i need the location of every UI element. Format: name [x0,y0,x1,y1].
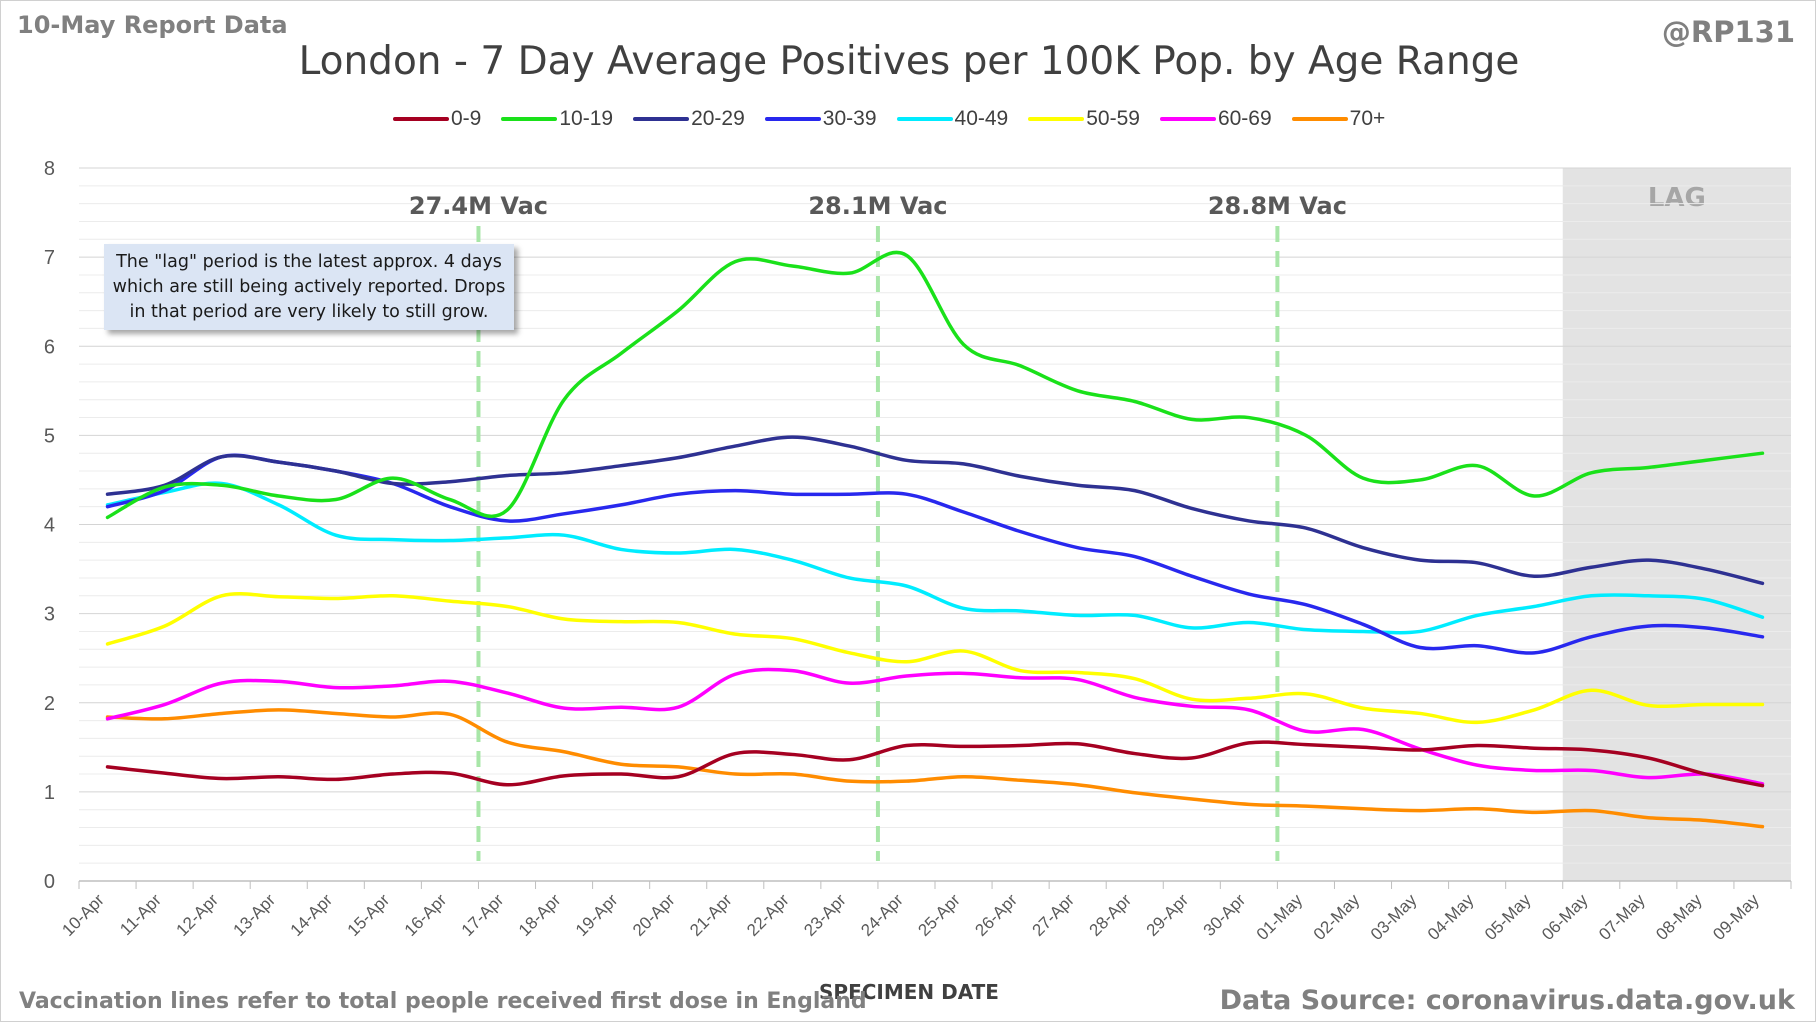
legend-swatch [501,117,558,121]
report-date-label: 10-May Report Data [17,11,288,39]
x-tick-label: 19-Apr [572,890,622,940]
legend-label: 10-19 [559,107,614,130]
x-tick-label: 21-Apr [686,890,736,940]
vaccination-label: 28.1M Vac [808,192,947,220]
series-line-60-69 [105,667,1765,786]
y-tick-label: 2 [44,693,55,715]
legend-swatch [1028,117,1085,121]
series-line-30-39 [105,453,1765,655]
legend-swatch [633,117,690,121]
legend-label: 50-59 [1086,107,1140,130]
legend-label: 20-29 [691,107,745,130]
vaccination-label: 28.8M Vac [1208,192,1347,220]
x-tick-label: 10-Apr [58,890,108,940]
x-tick-label: 17-Apr [458,890,508,940]
series-line-40-49 [105,481,1765,635]
legend-label: 0-9 [451,107,482,130]
legend-item: 10-19 [501,107,613,131]
series-line-0-9 [105,740,1765,788]
legend-swatch [764,117,821,121]
legend-swatch [896,117,953,121]
legend-item: 30-39 [764,107,877,131]
x-tick-label: 15-Apr [344,890,394,940]
chart-title: London - 7 Day Average Positives per 100… [298,39,1520,84]
series-line-10-19 [105,250,1765,520]
x-tick-label: 08-May [1652,890,1706,944]
y-tick-label: 0 [44,871,55,893]
x-tick-label: 20-Apr [629,890,679,940]
legend-swatch [393,117,449,121]
x-tick-label: 23-Apr [800,890,850,940]
chart-legend: 0-9 10-19 20-29 30-39 40-49 50-59 60-69 70+ [393,107,1405,131]
x-tick-label: 09-May [1709,890,1763,944]
y-tick-label: 4 [44,515,55,537]
x-tick-label: 06-May [1538,890,1592,944]
x-tick-label: 03-May [1367,890,1421,944]
x-tick-label: 02-May [1310,890,1364,944]
vaccination-label: 27.4M Vac [409,192,548,220]
legend-label: 60-69 [1217,107,1272,130]
x-tick-label: 01-May [1253,890,1307,944]
x-tick-label: 18-Apr [515,890,565,940]
legend-item: 50-59 [1028,107,1140,131]
x-tick-label: 12-Apr [172,890,222,940]
legend-item: 60-69 [1159,107,1272,131]
x-tick-label: 13-Apr [230,890,280,940]
series-line-50-59 [105,592,1765,725]
x-tick-label: 16-Apr [401,890,451,940]
x-tick-label: 14-Apr [287,890,337,940]
x-tick-label: 11-Apr [116,890,165,939]
x-tick-label: 30-Apr [1200,890,1250,940]
series-line-20-29 [105,435,1765,586]
x-axis-title: SPECIMEN DATE [819,980,999,1004]
x-tick-label: 25-Apr [914,890,964,940]
legend-label: 70+ [1349,107,1386,130]
x-tick-label: 22-Apr [743,890,793,940]
x-tick-label: 24-Apr [857,890,907,940]
legend-label: 30-39 [822,107,877,130]
x-tick-label: 05-May [1481,890,1535,944]
y-tick-label: 5 [44,425,55,447]
series-line-70plus [105,708,1765,829]
lag-note-box: The "lag" period is the latest approx. 4… [104,244,514,330]
x-tick-label: 26-Apr [971,890,1021,940]
legend-item: 40-49 [896,107,1009,131]
legend-label: 40-49 [954,107,1009,130]
x-tick-label: 07-May [1595,890,1649,944]
legend-swatch [1159,117,1216,121]
y-tick-label: 7 [44,247,55,269]
legend-item: 20-29 [633,107,745,131]
data-source-label: Data Source: coronavirus.data.gov.uk [1219,985,1795,1016]
legend-swatch [1291,117,1348,121]
x-tick-label: 28-Apr [1086,890,1136,940]
y-tick-label: 1 [44,782,55,804]
lag-label: LAG [1648,183,1706,213]
x-tick-label: 29-Apr [1143,890,1193,940]
legend-item: 0-9 [393,107,481,131]
vaccination-note: Vaccination lines refer to total people … [19,989,867,1014]
y-tick-label: 8 [44,158,55,180]
x-tick-label: 27-Apr [1028,890,1078,940]
x-tick-label: 04-May [1424,890,1478,944]
y-tick-label: 3 [44,604,55,626]
y-tick-label: 6 [44,336,55,358]
author-handle: @RP131 [1661,15,1795,49]
legend-item: 70+ [1291,107,1386,131]
